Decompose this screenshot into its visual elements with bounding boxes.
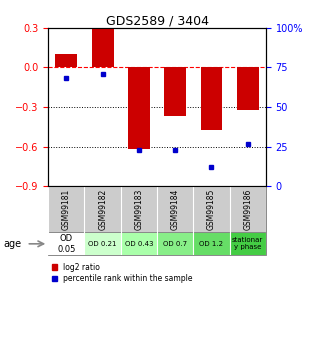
Text: OD 0.43: OD 0.43 (125, 241, 153, 247)
Text: GSM99185: GSM99185 (207, 189, 216, 230)
Bar (92, 29, 114, 67)
Text: age: age (3, 239, 21, 249)
Bar (237, 67, 259, 110)
Title: GDS2589 / 3404: GDS2589 / 3404 (105, 14, 209, 28)
Text: stationar
y phase: stationar y phase (232, 237, 263, 250)
Text: GSM99186: GSM99186 (243, 189, 252, 230)
Bar (128, 67, 150, 149)
Bar (55, 54, 77, 67)
Legend: log2 ratio, percentile rank within the sample: log2 ratio, percentile rank within the s… (52, 263, 193, 283)
Text: GSM99182: GSM99182 (98, 189, 107, 230)
Text: GSM99183: GSM99183 (134, 189, 143, 230)
Text: OD
0.05: OD 0.05 (57, 234, 76, 254)
Text: OD 0.21: OD 0.21 (88, 241, 117, 247)
Bar (164, 67, 186, 116)
Text: OD 1.2: OD 1.2 (199, 241, 224, 247)
Text: GSM99184: GSM99184 (171, 189, 180, 230)
Text: GSM99181: GSM99181 (62, 189, 71, 230)
Bar (201, 67, 222, 129)
Text: OD 0.7: OD 0.7 (163, 241, 187, 247)
